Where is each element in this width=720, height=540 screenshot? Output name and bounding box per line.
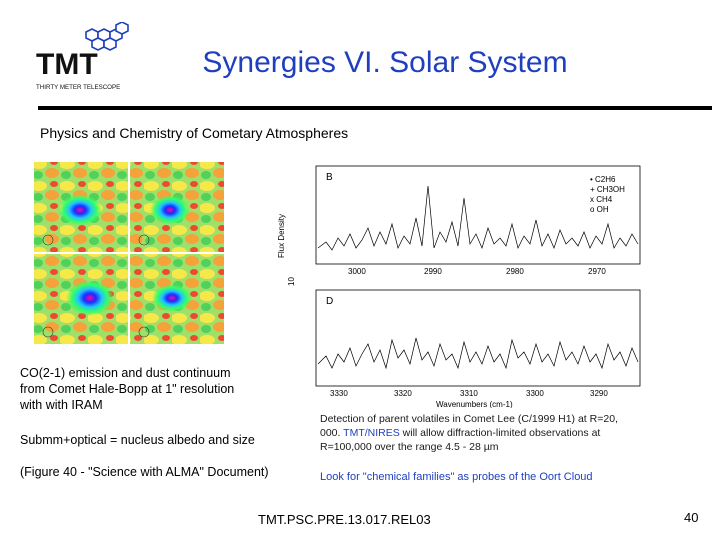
spectrum-y-label-2: 10 — [287, 277, 296, 286]
d-tick-2: 3320 — [394, 389, 412, 398]
caption-line-3: with with IRAM — [20, 398, 103, 412]
map-panel-bottom-left — [34, 254, 128, 344]
detection-line-2: 000. TMT/NIRES will allow diffraction-li… — [320, 427, 601, 439]
spectrum-panel-d: D 3330 3320 3310 3300 3290 Wavenumbers (… — [315, 289, 641, 409]
map-panel-top-left — [34, 162, 128, 252]
slide-title: Synergies VI. Solar System — [202, 46, 568, 79]
page-number: 40 — [684, 510, 699, 525]
d-tick-5: 3290 — [590, 389, 608, 398]
panel-b-label: B — [326, 172, 333, 183]
spectrum-legend: • C2H6 + CH3OH x CH4 o OH — [590, 175, 625, 214]
b-tick-3: 2980 — [506, 267, 524, 276]
spectrum-y-label: Flux Density — [277, 214, 286, 258]
panel-d-label: D — [326, 296, 333, 307]
oort-cloud-note: Look for "chemical families" as probes o… — [320, 471, 593, 483]
caption-line-1: CO(2-1) emission and dust continuum — [20, 366, 231, 380]
legend-c2h6: • C2H6 — [590, 175, 616, 184]
b-tick-1: 3000 — [348, 267, 366, 276]
d-tick-1: 3330 — [330, 389, 348, 398]
figure-caption: CO(2-1) emission and dust continuum from… — [20, 365, 234, 413]
co-emission-maps — [4, 158, 304, 358]
b-tick-4: 2970 — [588, 267, 606, 276]
albedo-note: Submm+optical = nucleus albedo and size — [20, 433, 255, 447]
map-panel-top-right — [130, 162, 224, 252]
slide-subtitle: Physics and Chemistry of Cometary Atmosp… — [40, 125, 349, 141]
hexagon-mirror-icon — [85, 21, 129, 51]
comet-spectrum-figure: Flux Density 10 B 3000 2990 2980 2970 • … — [270, 158, 670, 409]
spectrum-x-label: Wavenumbers (cm-1) — [436, 400, 513, 408]
detection-line-3: R=100,000 over the range 4.5 - 28 µm — [320, 441, 499, 453]
tmt-logo: TMT THIRTY METER TELESCOPE — [34, 21, 134, 94]
tmt-logo-mark: TMT THIRTY METER TELESCOPE — [36, 21, 129, 91]
b-tick-2: 2990 — [424, 267, 442, 276]
map-panel-bottom-right — [130, 254, 224, 344]
caption-line-2: from Comet Hale-Bopp at 1" resolution — [20, 382, 235, 396]
legend-ch3oh: + CH3OH — [590, 185, 625, 194]
d-tick-3: 3310 — [460, 389, 478, 398]
logo-tagline: THIRTY METER TELESCOPE — [36, 84, 120, 91]
detection-caption: Detection of parent volatiles in Comet L… — [320, 412, 618, 454]
figure-source-note: (Figure 40 - "Science with ALMA" Documen… — [20, 465, 269, 479]
spectrum-panel-b: B 3000 2990 2980 2970 • C2H6 + CH3OH x C… — [315, 165, 641, 276]
title-divider — [38, 106, 712, 110]
nires-highlight: TMT/NIRES — [343, 427, 400, 439]
detection-line-1: Detection of parent volatiles in Comet L… — [320, 413, 618, 425]
logo-wordmark: TMT — [36, 48, 98, 81]
d-tick-4: 3300 — [526, 389, 544, 398]
spectrum-b-trace — [317, 185, 639, 251]
legend-oh: o OH — [590, 205, 609, 214]
document-id-footer: TMT.PSC.PRE.13.017.REL03 — [258, 512, 431, 527]
legend-ch4: x CH4 — [590, 195, 613, 204]
spectrum-d-trace — [317, 337, 639, 370]
